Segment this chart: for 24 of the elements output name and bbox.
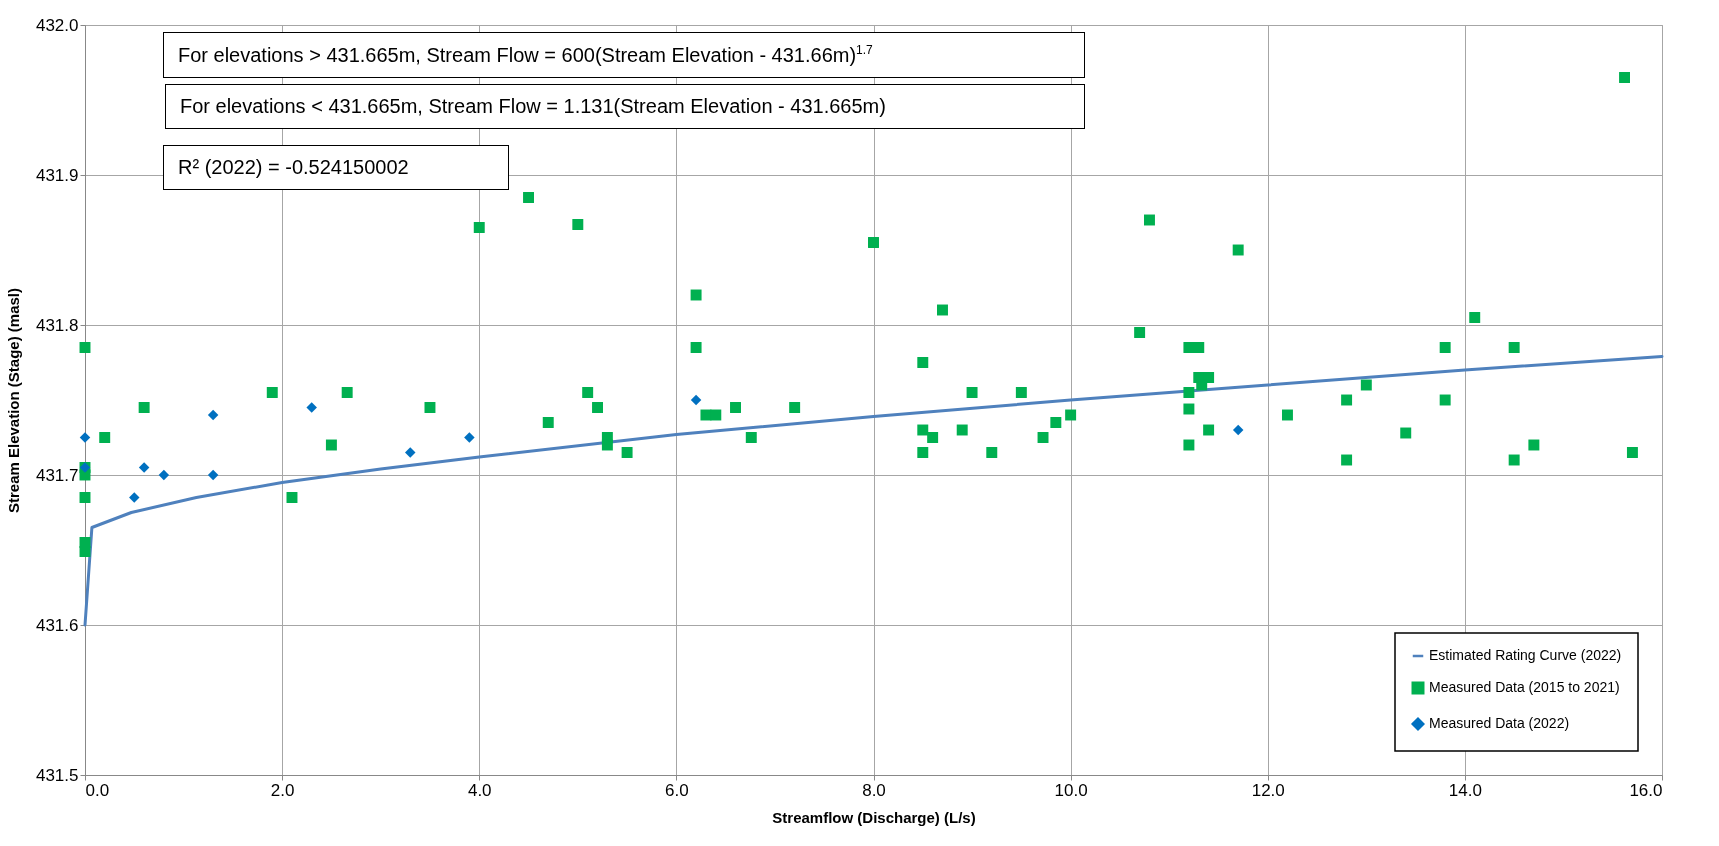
y-tick-label: 431.8 [35,315,79,335]
note-box: For elevations > 431.665m, Stream Flow = 600(Stream Elevation - 431.66m)$^{1.7}$ [163,32,1085,78]
line-series [83,355,1664,627]
x-tick-label: 2.0 [270,780,295,800]
y-tick-label: 431.9 [35,165,79,185]
x-tick-label: 8.0 [862,780,886,800]
x-tick-label: 10.0 [1054,780,1088,800]
x-tick-label: 16.0 [1629,780,1663,800]
y-tick-label: 432.0 [35,15,79,35]
note-box: R² (2022) = -0.524150002 [163,145,509,190]
legend-label: Estimated Rating Curve (2022) [1429,647,1622,663]
y-tick-label: 431.7 [35,465,79,485]
x-tick-label: 6.0 [665,780,689,800]
x-tick-label: 4.0 [467,780,492,800]
x-axis-title: Streamflow (Discharge) (L/s) [772,808,976,826]
y-tick-label: 431.6 [35,615,79,635]
x-tick-label: 0.0 [85,780,110,800]
legend-label: Measured Data (2022) [1429,715,1570,731]
x-tick-label: 12.0 [1251,780,1285,800]
y-tick-label: 431.5 [35,765,79,785]
legend-label: Measured Data (2015 to 2021) [1429,679,1620,695]
y-axis-title: Stream Elevation (Stage) (masl) [4,287,22,514]
note-box: For elevations < 431.665m, Stream Flow = 1.131(Stream Elevation - 431.665m) [165,84,1085,129]
x-tick-label: 14.0 [1448,780,1482,800]
